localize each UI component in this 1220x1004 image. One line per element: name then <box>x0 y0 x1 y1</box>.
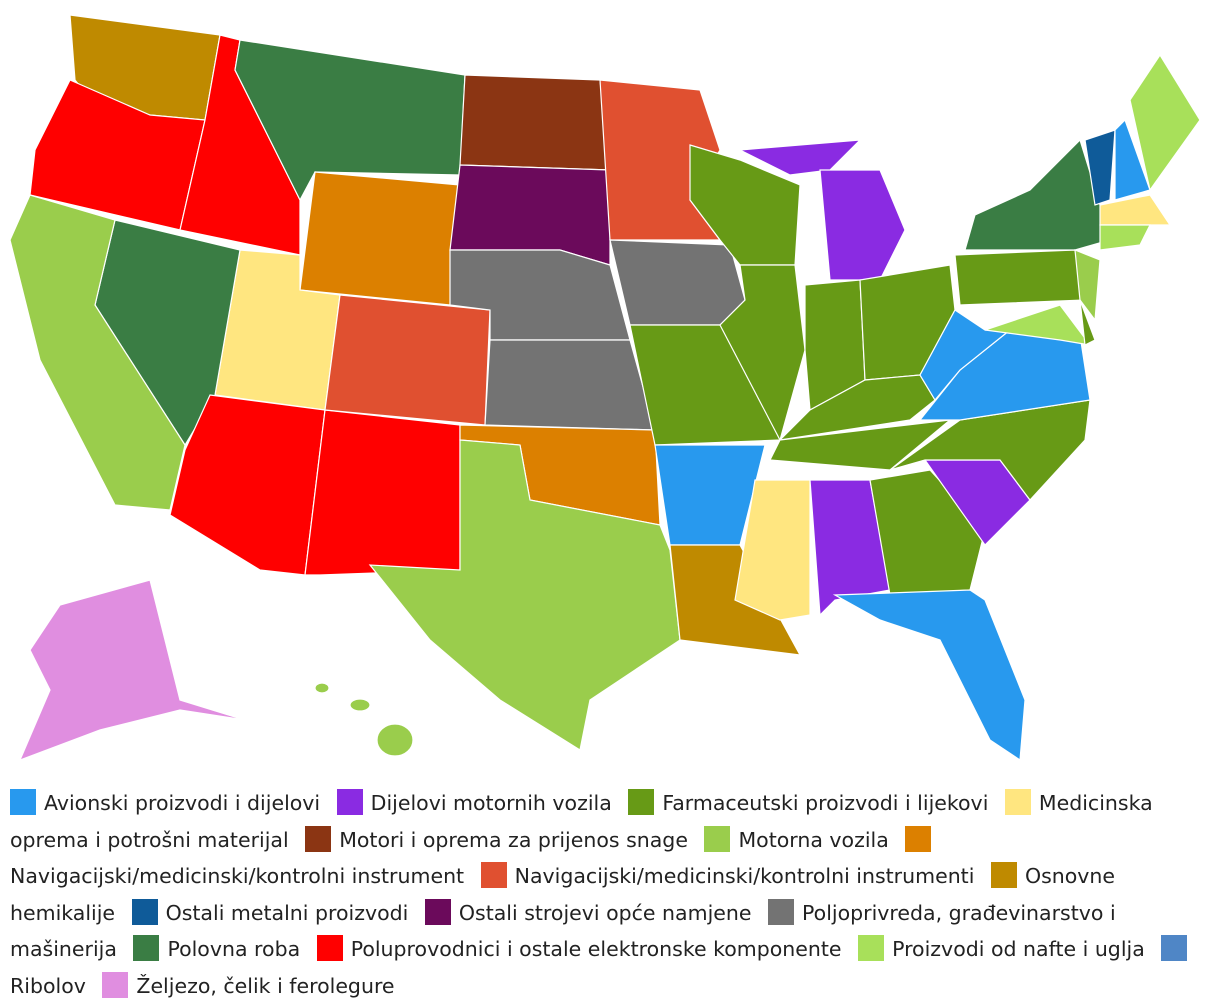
legend-item: Navigacijski/medicinski/kontrolni instru… <box>480 862 975 888</box>
state <box>734 479 811 621</box>
state <box>984 304 1092 346</box>
legend-label: Dijelovi motornih vozila <box>370 791 612 815</box>
legend-item: Medicinska oprema i potrošni materijal <box>10 789 1153 852</box>
legend-label: Ostali strojevi opće namjene <box>458 900 752 925</box>
state <box>832 589 1026 762</box>
state <box>1099 224 1151 251</box>
legend-swatch <box>628 789 655 815</box>
legend-item: Poluprovodnici i ostale elektronske komp… <box>316 935 842 961</box>
legend-item: Ribolov <box>10 935 1195 998</box>
legend-swatch <box>336 789 363 815</box>
state <box>459 74 611 171</box>
state <box>9 194 186 511</box>
legend-swatch <box>858 935 885 961</box>
legend-label: Navigacijski/medicinski/kontrolni instru… <box>10 864 465 888</box>
state <box>1129 53 1201 192</box>
legend-label: Navigacijski/medicinski/kontrolni instru… <box>514 864 975 888</box>
legend-item: Ostali strojevi opće namjene <box>424 898 752 925</box>
legend-label: Ostali metalni proizvodi <box>165 900 409 925</box>
legend-swatch <box>305 825 332 852</box>
legend-label: Avionski proizvodi i dijelovi <box>44 791 321 815</box>
us-map <box>9 14 1201 762</box>
state <box>314 682 330 694</box>
legend-swatch <box>480 862 507 888</box>
legend-label: Medicinska oprema i potrošni materijal <box>10 791 1153 852</box>
legend-swatch <box>1004 789 1031 815</box>
legend-swatch <box>424 898 451 925</box>
legend-item: Željezo, čelik i ferolegure <box>102 971 395 998</box>
legend-swatch <box>10 789 36 815</box>
legend-item: Navigacijski/medicinski/kontrolni instru… <box>10 825 939 888</box>
legend-label: Proizvodi od nafte i uglja <box>892 937 1145 961</box>
state <box>349 698 371 712</box>
legend-label: Farmaceutski proizvodi i lijekovi <box>662 791 989 815</box>
legend-swatch <box>133 935 160 961</box>
legend-item: Avionski proizvodi i dijelovi <box>10 789 321 815</box>
state <box>324 294 491 426</box>
state <box>1099 194 1172 226</box>
state <box>1074 249 1101 322</box>
legend-item: Poljoprivreda, građevinarstvo i mašineri… <box>10 898 1116 962</box>
legend-item: Proizvodi od nafte i uglja <box>858 935 1145 961</box>
legend-label: Poljoprivreda, građevinarstvo i mašineri… <box>10 900 1116 962</box>
legend-swatch <box>102 971 129 998</box>
state <box>1084 129 1116 206</box>
legend-item: Motori i oprema za prijenos snage <box>305 825 688 852</box>
legend-swatch <box>905 825 932 852</box>
legend: Avionski proizvodi i dijelovi Dijelovi m… <box>10 785 1210 1004</box>
state <box>609 239 746 326</box>
legend-item: Dijelovi motornih vozila <box>336 789 612 815</box>
legend-swatch <box>316 935 343 961</box>
state <box>1079 299 1096 346</box>
legend-swatch <box>1161 935 1188 961</box>
legend-item: Polovna roba <box>133 935 301 961</box>
legend-label: Motorna vozila <box>738 827 889 852</box>
legend-item: Motorna vozila <box>704 825 889 852</box>
state <box>819 169 906 281</box>
legend-swatch <box>990 862 1017 888</box>
legend-swatch <box>768 898 795 925</box>
legend-label: Osnovne hemikalije <box>10 864 1116 925</box>
legend-label: Polovna roba <box>167 937 301 961</box>
legend-swatch <box>704 825 731 852</box>
legend-item: Farmaceutski proizvodi i lijekovi <box>628 789 989 815</box>
state <box>954 249 1086 306</box>
state <box>368 439 681 751</box>
state <box>18 579 246 762</box>
legend-item: Ostali metalni proizvodi <box>131 898 409 925</box>
legend-swatch <box>131 898 158 925</box>
state <box>299 171 461 306</box>
legend-label: Željezo, čelik i ferolegure <box>136 973 395 998</box>
legend-item: Osnovne hemikalije <box>10 862 1116 925</box>
state <box>376 723 414 757</box>
legend-label: Poluprovodnici i ostale elektronske komp… <box>350 937 842 961</box>
state <box>304 409 461 576</box>
legend-label: Ribolov <box>10 973 86 998</box>
state <box>484 339 656 431</box>
legend-label: Motori i oprema za prijenos snage <box>339 827 688 852</box>
